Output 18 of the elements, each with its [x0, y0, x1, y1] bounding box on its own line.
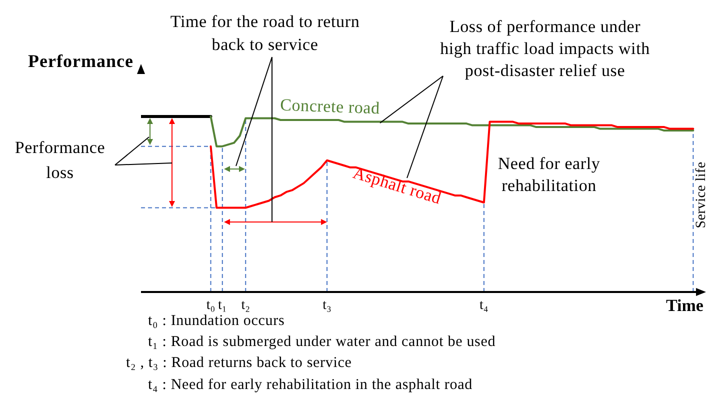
- y-axis-title: Performance: [28, 50, 134, 72]
- x-axis-title: Time: [666, 296, 704, 316]
- text: Performance loss: [14, 137, 106, 184]
- text: t₂ , t₃ : Road returns back to service: [126, 354, 352, 372]
- x-tick-label: t₃: [322, 298, 332, 313]
- text: t₀ : Inundation occurs: [148, 312, 285, 330]
- text: Time for the road to return back to service: [169, 11, 361, 56]
- x-tick-label: t₂: [241, 298, 250, 313]
- text: Asphalt road: [350, 162, 444, 210]
- text: t₁ : Road is submerged under water and cannot be used: [148, 333, 496, 351]
- annotation: Need for early rehabilitation: [496, 153, 602, 197]
- text: Loss of performance under high traffic load impacts with post-disaster relief use: [439, 16, 651, 82]
- annotation: Service life: [694, 160, 709, 230]
- x-tick-label: t₀: [206, 298, 216, 313]
- x-tick-label: t₄: [480, 298, 488, 313]
- x-tick-label: t₁: [218, 298, 227, 313]
- series-label: Concrete road: [278, 94, 382, 120]
- text: t₄ : Need for early rehabilitation in the asphalt road: [148, 376, 472, 394]
